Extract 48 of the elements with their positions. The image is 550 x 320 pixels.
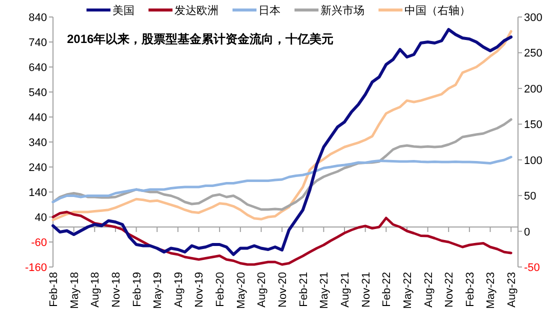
y-tick-label: 740 <box>28 37 47 49</box>
y-tick-label: 840 <box>28 12 47 24</box>
text: 2016年以来，股票型基金累计资金流向，十亿美元 <box>67 32 334 46</box>
legend-label: 日本 <box>258 4 280 17</box>
x-tick-label: Nov-18 <box>110 272 122 308</box>
y2-tick-label: 150 <box>524 119 542 132</box>
x-tick-label: Aug-19 <box>172 272 185 308</box>
legend-label: 新兴市场 <box>320 4 364 17</box>
x-tick-label: Aug-21 <box>339 272 352 308</box>
y2-tick-label: 300 <box>524 12 542 24</box>
x-tick-label: Feb-18 <box>48 272 60 307</box>
legend-label: 发达欧洲 <box>174 4 218 17</box>
x-tick-label: May-20 <box>235 272 248 309</box>
x-tick-label: May-19 <box>152 272 164 309</box>
x-tick-label: May-22 <box>402 272 414 309</box>
x-tick-label: Aug-18 <box>90 272 102 308</box>
x-tick-label: Feb-23 <box>464 272 476 307</box>
x-tick-label: May-23 <box>485 272 498 309</box>
x-tick-label: Aug-22 <box>422 272 435 308</box>
x-tick-label: Nov-21 <box>360 272 372 308</box>
legend-label: 中国（右轴） <box>404 4 470 17</box>
legend-label: 美国 <box>112 4 134 17</box>
y2-tick-label: -50 <box>524 262 540 274</box>
x-tick-label: Feb-21 <box>298 272 310 307</box>
y-tick-label: 140 <box>28 187 47 199</box>
y-tick-label: 240 <box>28 162 47 174</box>
x-tick-label: Feb-20 <box>214 272 227 307</box>
y2-tick-label: 250 <box>524 48 542 60</box>
x-tick-label: Nov-22 <box>444 272 456 308</box>
y-tick-label: 40 <box>34 212 47 224</box>
y2-tick-label: 100 <box>524 154 542 167</box>
x-tick-label: May-21 <box>318 272 331 309</box>
x-tick-label: Nov-20 <box>277 272 290 308</box>
y-tick-label: 340 <box>28 137 47 149</box>
x-tick-label: Nov-19 <box>194 272 206 308</box>
x-tick-label: Aug-20 <box>256 272 268 308</box>
x-tick-label: Feb-22 <box>381 272 394 307</box>
x-tick-label: Aug-23 <box>506 272 518 308</box>
y2-tick-label: 0 <box>524 226 530 238</box>
y2-tick-label: 200 <box>524 83 542 96</box>
y-tick-label: 640 <box>28 62 47 74</box>
y-tick-label: -160 <box>24 262 47 274</box>
y2-tick-label: 50 <box>524 190 536 203</box>
y-tick-label: 440 <box>28 112 47 124</box>
x-tick-label: Feb-19 <box>131 272 144 307</box>
y-tick-label: -60 <box>31 237 47 249</box>
x-tick-label: May-18 <box>68 272 81 309</box>
y-tick-label: 540 <box>28 87 47 99</box>
